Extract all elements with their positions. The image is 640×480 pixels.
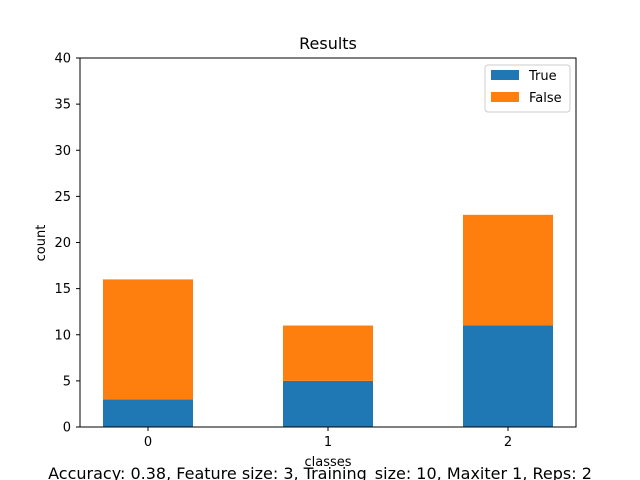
legend: True False	[484, 64, 571, 113]
y-tick-label: 30	[54, 144, 71, 159]
bar-false-class-0	[103, 279, 193, 400]
legend-swatch-true	[491, 70, 519, 80]
y-tick-label: 15	[54, 282, 71, 297]
chart-title: Results	[299, 34, 357, 53]
bars-group	[103, 214, 553, 427]
y-tick-label: 40	[54, 52, 71, 67]
y-tick-label: 10	[54, 328, 71, 343]
bar-true-class-1	[283, 380, 373, 427]
x-axis-ticks: 0 1 2	[144, 427, 512, 450]
legend-swatch-false	[491, 92, 519, 102]
legend-label-false: False	[529, 91, 562, 106]
y-tick-label: 0	[63, 421, 71, 436]
footer-caption: Accuracy: 0.38, Feature size: 3, Trainin…	[48, 464, 592, 480]
y-axis-label: count	[34, 225, 49, 262]
y-axis-ticks: 0 5 10 15 20 25 30 35 40	[54, 52, 80, 436]
bar-true-class-0	[103, 399, 193, 427]
bar-true-class-2	[463, 325, 553, 427]
bar-false-class-2	[463, 214, 553, 326]
y-tick-label: 35	[54, 98, 71, 113]
plot-frame	[79, 57, 577, 428]
y-tick-label: 5	[63, 374, 71, 389]
y-tick-label: 20	[54, 236, 71, 251]
x-tick-label: 2	[504, 435, 512, 450]
bar-false-class-1	[283, 325, 373, 381]
x-tick-label: 1	[324, 435, 332, 450]
x-axis-label: classes	[304, 455, 351, 470]
y-tick-label: 25	[54, 190, 71, 205]
legend-label-true: True	[528, 69, 557, 84]
x-tick-label: 0	[144, 435, 152, 450]
